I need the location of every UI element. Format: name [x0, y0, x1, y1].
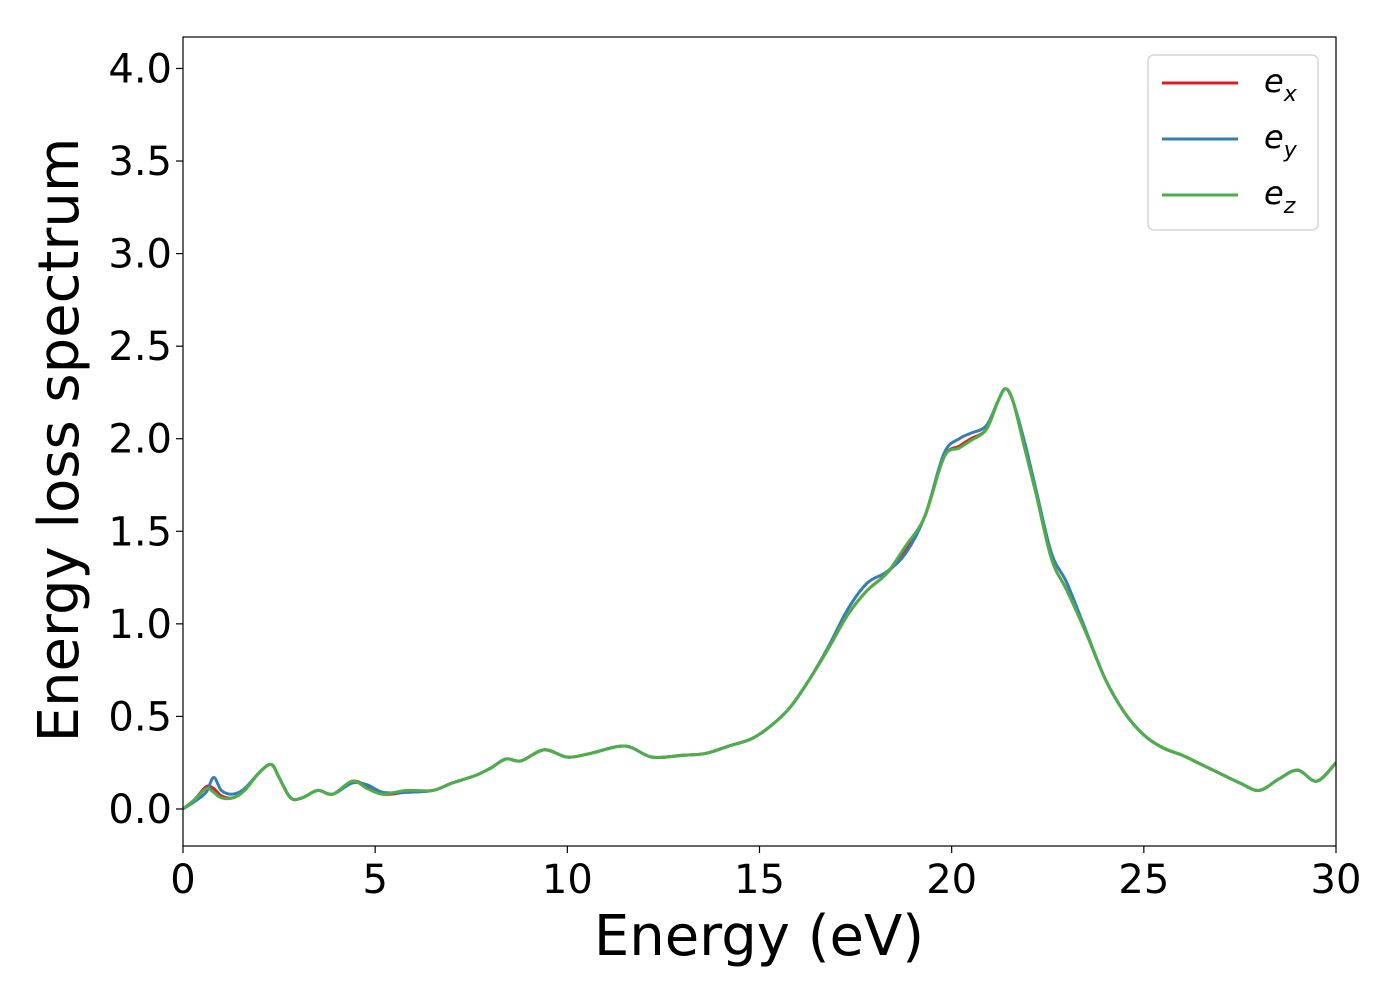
x-tick-label: 5 — [362, 857, 387, 903]
legend-entry-y: ey — [1264, 118, 1298, 163]
y-tick-label: 0.0 — [108, 787, 172, 833]
x-tick-label: 0 — [170, 857, 195, 903]
y-tick-label: 3.5 — [108, 139, 172, 185]
legend-entry-x: ex — [1264, 62, 1298, 107]
x-tick-label: 30 — [1311, 857, 1362, 903]
x-axis-label: Energy (eV) — [594, 904, 924, 969]
y-tick-label: 3.0 — [108, 232, 172, 278]
x-axis-ticks: 0 5 10 15 20 25 30 — [170, 846, 1361, 903]
legend: ex ey ez — [1147, 54, 1319, 231]
y-axis-ticks: 0.0 0.5 1.0 1.5 2.0 2.5 3.0 3.5 4.0 — [108, 46, 183, 833]
y-tick-label: 0.5 — [108, 694, 172, 740]
y-tick-label: 2.5 — [108, 324, 172, 370]
legend-entry-z: ez — [1264, 174, 1296, 219]
x-tick-label: 10 — [542, 857, 593, 903]
series-line-x — [183, 387, 1336, 811]
series-line-y — [183, 387, 1336, 811]
series-line-z — [183, 387, 1336, 811]
y-tick-label: 1.5 — [108, 509, 172, 555]
x-tick-label: 15 — [734, 857, 785, 903]
y-tick-label: 2.0 — [108, 417, 172, 463]
y-tick-label: 1.0 — [108, 602, 172, 648]
x-tick-label: 20 — [926, 857, 977, 903]
y-axis-label: Energy loss spectrum — [27, 138, 92, 743]
series-lines — [183, 387, 1336, 811]
legend-frame — [1147, 54, 1319, 231]
y-tick-label: 4.0 — [108, 46, 172, 92]
x-tick-label: 25 — [1118, 857, 1169, 903]
